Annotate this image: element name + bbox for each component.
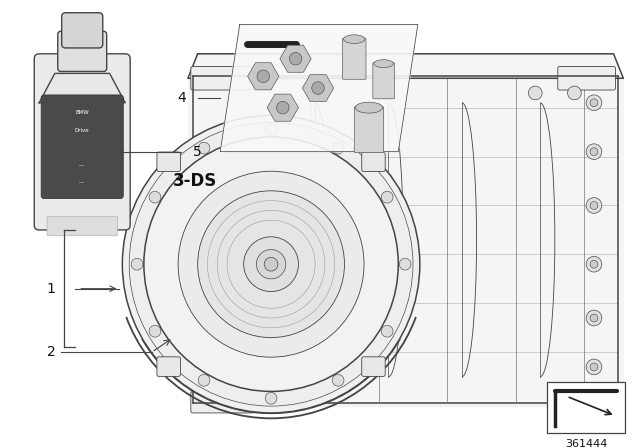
- Ellipse shape: [355, 102, 383, 113]
- Circle shape: [590, 363, 598, 371]
- FancyBboxPatch shape: [362, 152, 385, 172]
- Polygon shape: [188, 54, 623, 78]
- Circle shape: [276, 101, 289, 114]
- FancyBboxPatch shape: [362, 357, 385, 376]
- Text: 3-DS: 3-DS: [173, 172, 218, 190]
- Circle shape: [590, 260, 598, 268]
- FancyBboxPatch shape: [355, 107, 383, 153]
- Circle shape: [198, 375, 210, 386]
- FancyBboxPatch shape: [157, 152, 180, 172]
- Circle shape: [529, 86, 542, 100]
- FancyBboxPatch shape: [373, 63, 394, 99]
- Circle shape: [149, 325, 161, 337]
- Circle shape: [586, 144, 602, 159]
- Circle shape: [265, 392, 277, 404]
- Text: Drive: Drive: [75, 128, 90, 133]
- Text: 2: 2: [47, 345, 56, 359]
- FancyBboxPatch shape: [58, 31, 107, 71]
- FancyBboxPatch shape: [558, 67, 616, 90]
- Circle shape: [586, 95, 602, 111]
- Circle shape: [332, 375, 344, 386]
- Circle shape: [178, 171, 364, 357]
- Bar: [547, 382, 625, 432]
- FancyBboxPatch shape: [47, 216, 118, 236]
- FancyBboxPatch shape: [191, 392, 253, 413]
- Circle shape: [131, 258, 143, 270]
- Text: ---: ---: [79, 181, 85, 185]
- Circle shape: [586, 310, 602, 326]
- Polygon shape: [188, 78, 623, 401]
- Circle shape: [264, 257, 278, 271]
- Circle shape: [590, 202, 598, 209]
- Circle shape: [590, 148, 598, 155]
- Text: 5: 5: [193, 145, 202, 159]
- Circle shape: [586, 198, 602, 213]
- Circle shape: [144, 137, 398, 392]
- FancyBboxPatch shape: [191, 67, 253, 90]
- Text: 1: 1: [47, 282, 56, 296]
- Text: ---: ---: [79, 163, 85, 168]
- Circle shape: [198, 191, 344, 338]
- Circle shape: [257, 250, 285, 279]
- Polygon shape: [302, 74, 333, 102]
- FancyBboxPatch shape: [157, 357, 180, 376]
- Text: 361444: 361444: [565, 439, 607, 448]
- Circle shape: [244, 237, 298, 292]
- Circle shape: [149, 191, 161, 203]
- Polygon shape: [248, 63, 279, 90]
- Circle shape: [332, 142, 344, 154]
- Circle shape: [590, 314, 598, 322]
- Circle shape: [381, 191, 393, 203]
- Circle shape: [399, 258, 411, 270]
- Polygon shape: [280, 45, 311, 72]
- Circle shape: [312, 82, 324, 95]
- Circle shape: [381, 325, 393, 337]
- Circle shape: [257, 70, 269, 82]
- Polygon shape: [39, 73, 125, 103]
- Circle shape: [122, 116, 420, 413]
- Circle shape: [198, 142, 210, 154]
- Circle shape: [590, 99, 598, 107]
- Ellipse shape: [344, 35, 365, 43]
- Polygon shape: [198, 73, 618, 406]
- FancyBboxPatch shape: [41, 95, 124, 198]
- Text: 4: 4: [177, 91, 186, 105]
- FancyBboxPatch shape: [558, 392, 616, 413]
- FancyBboxPatch shape: [342, 38, 366, 79]
- FancyBboxPatch shape: [35, 54, 130, 230]
- Polygon shape: [220, 25, 418, 152]
- Circle shape: [289, 52, 302, 65]
- Circle shape: [586, 256, 602, 272]
- Polygon shape: [267, 94, 298, 121]
- Circle shape: [586, 359, 602, 375]
- FancyBboxPatch shape: [61, 13, 103, 48]
- Circle shape: [265, 124, 277, 136]
- Ellipse shape: [374, 60, 394, 68]
- Circle shape: [129, 122, 413, 406]
- Text: BMW: BMW: [76, 110, 89, 115]
- Circle shape: [568, 86, 581, 100]
